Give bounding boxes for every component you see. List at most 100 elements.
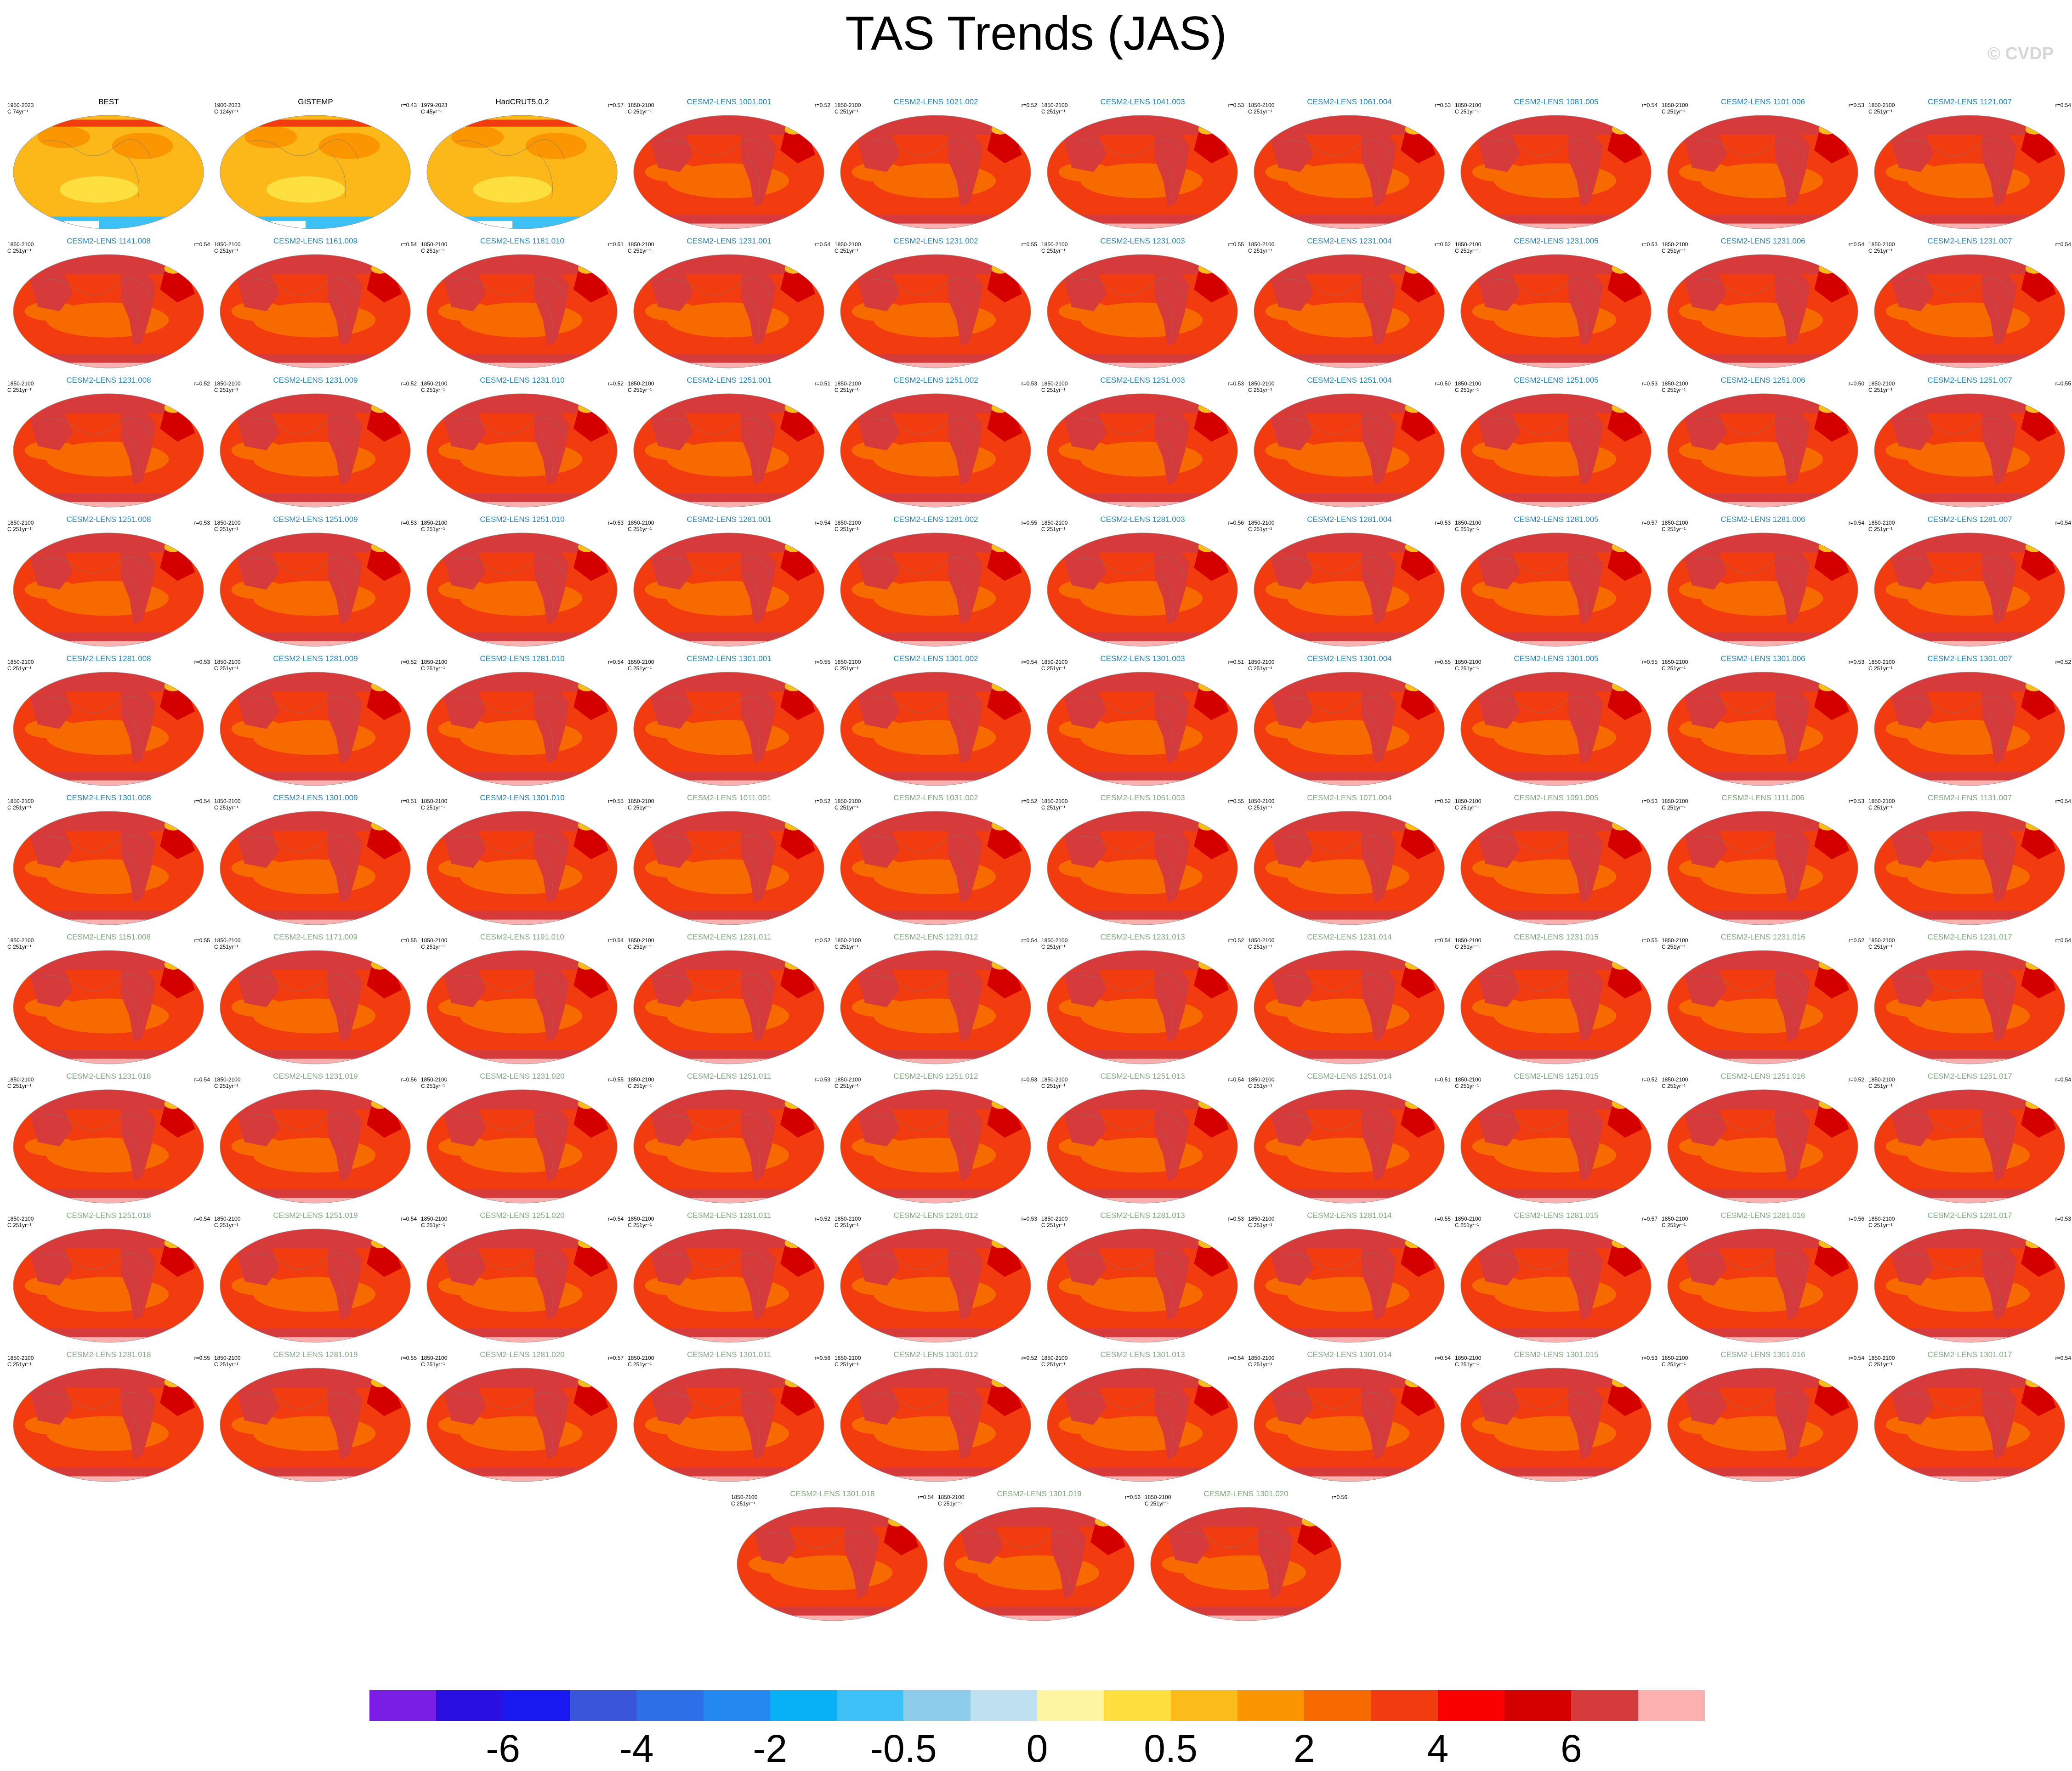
trend-map — [1047, 811, 1238, 925]
panel-title: CESM2-LENS 1161.009 — [273, 237, 358, 245]
panel-units: C 251yr⁻¹ — [1868, 1083, 1893, 1089]
trend-map — [1667, 254, 1858, 368]
panel-correlation: r=0.54 — [194, 1216, 210, 1222]
panel-correlation: r=0.56 — [1124, 1494, 1141, 1500]
panel-units: C 251yr⁻¹ — [7, 526, 32, 532]
panel-title: CESM2-LENS 1011.001 — [687, 793, 771, 802]
panel-period: 1850-2100 — [1662, 380, 1688, 387]
panel-period: 1850-2100 — [214, 798, 241, 804]
map-panel: CESM2-LENS 1301.007 1850-2100 C 251yr⁻¹ r=0… — [1868, 654, 2072, 795]
panel-title: CESM2-LENS 1281.004 — [1307, 515, 1392, 524]
panel-period: 1850-2100 — [7, 937, 34, 944]
colorbar-tick-label: -6 — [486, 1727, 520, 1770]
panel-period: 1950-2023 — [7, 102, 34, 108]
panel-units: C 251yr⁻¹ — [1868, 804, 1893, 811]
trend-map — [1254, 1368, 1445, 1482]
colorbar-tick-label: -0.5 — [870, 1727, 937, 1770]
panel-correlation: r=0.53 — [1848, 659, 1864, 665]
panel-units: C 251yr⁻¹ — [938, 1500, 962, 1507]
panel-units: C 251yr⁻¹ — [1662, 387, 1686, 393]
panel-title: CESM2-LENS 1301.004 — [1307, 654, 1392, 663]
panel-period: 1850-2100 — [1455, 1216, 1482, 1222]
trend-map — [13, 950, 204, 1064]
panel-period: 1850-2100 — [1041, 241, 1068, 248]
panel-title: CESM2-LENS 1231.003 — [1100, 237, 1185, 245]
panel-correlation: r=0.53 — [1848, 798, 1864, 804]
panel-title: CESM2-LENS 1281.006 — [1720, 515, 1805, 524]
map-panel: CESM2-LENS 1281.005 1850-2100 C 251yr⁻¹ r=0… — [1454, 515, 1658, 656]
panel-period: 1850-2100 — [834, 937, 861, 944]
map-panel: CESM2-LENS 1081.005 1850-2100 C 251yr⁻¹ r=0… — [1454, 97, 1658, 238]
panel-correlation: r=0.54 — [2055, 798, 2071, 804]
panel-title: CESM2-LENS 1251.005 — [1514, 376, 1599, 385]
map-panel: CESM2-LENS 1231.020 1850-2100 C 251yr⁻¹ r=0… — [420, 1072, 624, 1212]
map-panel: CESM2-LENS 1281.020 1850-2100 C 251yr⁻¹ r=0… — [420, 1350, 624, 1491]
panel-correlation: r=0.52 — [1435, 798, 1451, 804]
panel-period: 1850-2100 — [834, 1216, 861, 1222]
map-panel: CESM2-LENS 1281.014 1850-2100 C 251yr⁻¹ r=0… — [1247, 1211, 1452, 1352]
panel-period: 1850-2100 — [1455, 380, 1482, 387]
panel-correlation: r=0.53 — [1641, 241, 1658, 248]
map-panel: CESM2-LENS 1251.016 1850-2100 C 251yr⁻¹ r=0… — [1661, 1072, 1865, 1212]
panel-period: 1850-2100 — [1248, 380, 1275, 387]
panel-correlation: r=0.55 — [2055, 380, 2071, 387]
panel-period: 1850-2100 — [628, 1216, 654, 1222]
panel-correlation: r=0.55 — [1435, 659, 1451, 665]
trend-map — [840, 950, 1031, 1064]
panel-units: C 251yr⁻¹ — [1662, 108, 1686, 115]
panel-period: 1850-2100 — [1455, 520, 1482, 526]
map-panel: CESM2-LENS 1231.002 1850-2100 C 251yr⁻¹ r=0… — [834, 237, 1038, 377]
map-panel: CESM2-LENS 1301.002 1850-2100 C 251yr⁻¹ r=0… — [834, 654, 1038, 795]
panel-title: CESM2-LENS 1231.001 — [687, 237, 772, 245]
colorbar — [369, 1690, 1705, 1721]
panel-correlation: r=0.55 — [194, 1355, 210, 1361]
map-panel: CESM2-LENS 1281.007 1850-2100 C 251yr⁻¹ r=0… — [1868, 515, 2072, 656]
panel-title: CESM2-LENS 1301.013 — [1100, 1350, 1185, 1359]
panel-units: C 251yr⁻¹ — [1662, 248, 1686, 254]
map-panel: CESM2-LENS 1111.006 1850-2100 C 251yr⁻¹ r=0… — [1661, 793, 1865, 934]
panel-correlation: r=0.53 — [1021, 380, 1037, 387]
trend-map — [943, 1507, 1135, 1621]
colorbar-tick-label: -4 — [619, 1727, 654, 1770]
panel-period: 1850-2100 — [628, 102, 654, 108]
map-panel: CESM2-LENS 1301.005 1850-2100 C 251yr⁻¹ r=0… — [1454, 654, 1658, 795]
panel-period: 1850-2100 — [7, 798, 34, 804]
panel-period: 1850-2100 — [1455, 1355, 1482, 1361]
colorbar-bin — [703, 1690, 771, 1721]
panel-units: C 251yr⁻¹ — [834, 1222, 859, 1228]
map-panel: CESM2-LENS 1301.017 1850-2100 C 251yr⁻¹ r=0… — [1868, 1350, 2072, 1491]
panel-units: C 251yr⁻¹ — [421, 665, 445, 672]
map-panel: CESM2-LENS 1031.002 1850-2100 C 251yr⁻¹ r=0… — [834, 793, 1038, 934]
panel-units: C 251yr⁻¹ — [834, 1361, 859, 1368]
panel-title: CESM2-LENS 1101.006 — [1720, 97, 1805, 106]
panel-correlation: r=0.53 — [1228, 380, 1244, 387]
panel-title: CESM2-LENS 1281.008 — [66, 654, 151, 663]
panel-units: C 251yr⁻¹ — [1662, 804, 1686, 811]
colorbar-bin — [903, 1690, 971, 1721]
panel-title: CESM2-LENS 1281.015 — [1514, 1211, 1599, 1220]
panel-units: C 251yr⁻¹ — [1041, 1083, 1066, 1089]
trend-map — [1667, 532, 1858, 647]
panel-correlation: r=0.55 — [607, 798, 624, 804]
map-panel: CESM2-LENS 1301.003 1850-2100 C 251yr⁻¹ r=0… — [1040, 654, 1245, 795]
map-panel: GISTEMP 1900-2023 C 124yr⁻¹ r=0.43 — [213, 97, 418, 238]
panel-correlation: r=0.53 — [2055, 1216, 2071, 1222]
panel-units: C 251yr⁻¹ — [1868, 387, 1893, 393]
panel-units: C 251yr⁻¹ — [214, 387, 238, 393]
map-panel: CESM2-LENS 1301.009 1850-2100 C 251yr⁻¹ r=0… — [213, 793, 418, 934]
panel-correlation: r=0.57 — [1641, 520, 1658, 526]
map-panel: CESM2-LENS 1301.019 1850-2100 C 251yr⁻¹ r=0… — [937, 1489, 1141, 1630]
panel-correlation: r=0.54 — [1021, 659, 1037, 665]
panel-period: 1850-2100 — [7, 1355, 34, 1361]
panel-correlation: r=0.54 — [401, 241, 417, 248]
map-panel: CESM2-LENS 1051.003 1850-2100 C 251yr⁻¹ r=0… — [1040, 793, 1245, 934]
panel-title: CESM2-LENS 1181.010 — [480, 237, 564, 245]
panel-title: CESM2-LENS 1231.017 — [1927, 933, 2012, 941]
panel-correlation: r=0.52 — [814, 102, 830, 108]
panel-title: CESM2-LENS 1281.005 — [1514, 515, 1599, 524]
panel-correlation: r=0.54 — [194, 798, 210, 804]
panel-units: C 251yr⁻¹ — [834, 944, 859, 950]
trend-map — [426, 950, 618, 1064]
panel-title: CESM2-LENS 1151.008 — [66, 933, 151, 941]
panel-units: C 251yr⁻¹ — [834, 108, 859, 115]
